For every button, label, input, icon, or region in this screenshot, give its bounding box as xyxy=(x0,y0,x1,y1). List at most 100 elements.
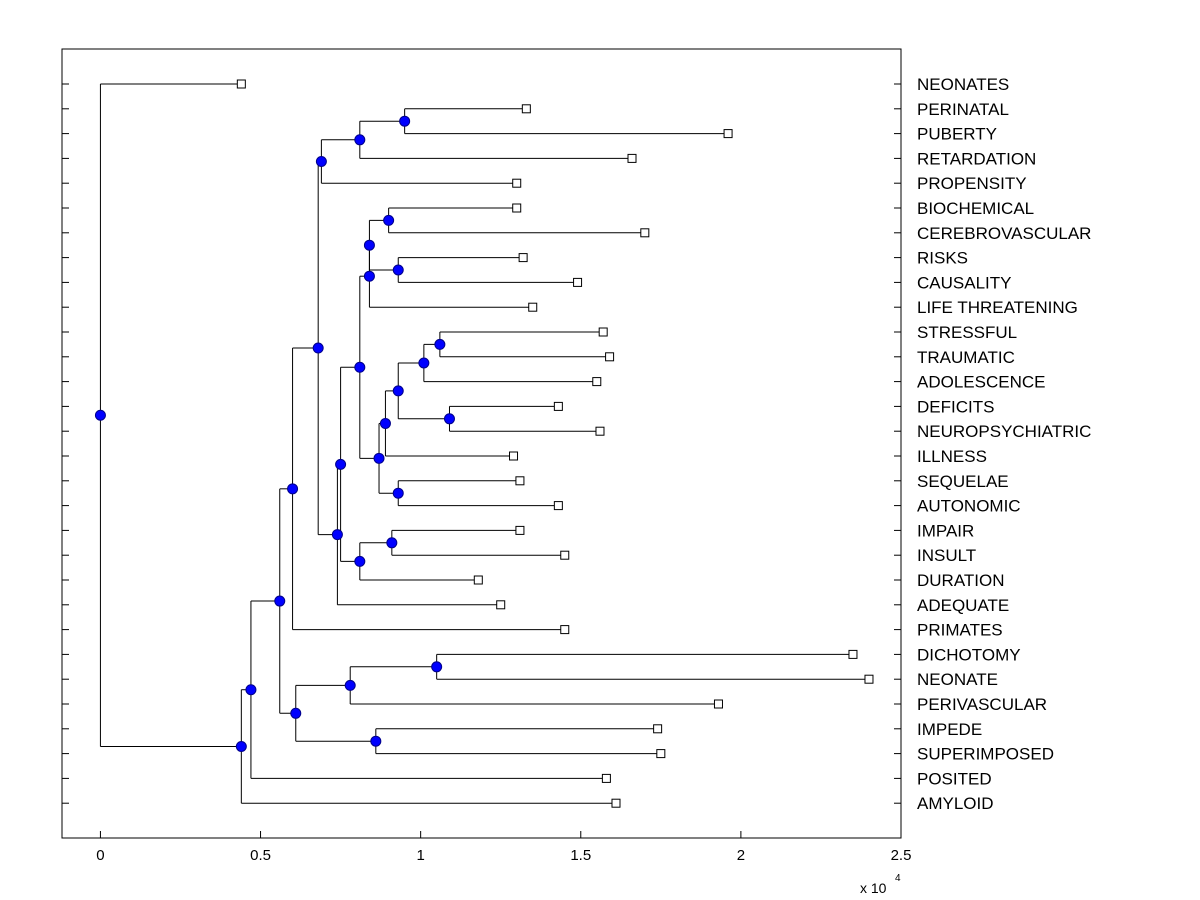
leaf-marker xyxy=(640,228,650,238)
leaf-label: CEREBROVASCULAR xyxy=(917,224,1091,243)
leaf-label: POSITED xyxy=(917,769,992,788)
leaf-marker xyxy=(598,327,608,337)
merge-node xyxy=(354,555,366,567)
x-tick-label: 2.5 xyxy=(891,847,912,864)
leaf-label: CAUSALITY xyxy=(917,273,1011,292)
merge-node xyxy=(399,115,411,127)
merge-node xyxy=(443,413,455,425)
leaf-marker xyxy=(656,749,666,759)
merge-node xyxy=(379,417,391,429)
leaf-markers xyxy=(236,79,874,808)
leaf-marker xyxy=(512,178,522,188)
x-axis-ticks xyxy=(99,831,902,838)
x-tick-label: 2 xyxy=(737,847,745,864)
x-scale-exponent: 4 xyxy=(895,873,901,884)
leaf-marker xyxy=(848,649,858,659)
leaf-label: INSULT xyxy=(917,546,976,565)
merge-node xyxy=(331,529,343,541)
leaf-label: IMPEDE xyxy=(917,720,982,739)
leaf-marker xyxy=(553,401,563,411)
leaf-marker xyxy=(236,79,246,89)
leaf-label: LIFE THREATENING xyxy=(917,298,1078,317)
leaf-label: NEUROPSYCHIATRIC xyxy=(917,422,1091,441)
x-tick-label: 1.5 xyxy=(570,847,591,864)
leaf-marker xyxy=(560,625,570,635)
leaf-label: ADEQUATE xyxy=(917,596,1009,615)
merge-node xyxy=(245,684,257,696)
leaf-label: TRAUMATIC xyxy=(917,348,1015,367)
leaf-label: DURATION xyxy=(917,571,1005,590)
merge-node xyxy=(386,537,398,549)
leaf-label: DICHOTOMY xyxy=(917,645,1021,664)
x-scale-label: x 10 xyxy=(860,880,887,896)
leaf-marker xyxy=(515,476,525,486)
merge-node xyxy=(315,156,327,167)
leaf-marker xyxy=(521,104,531,114)
leaf-marker xyxy=(592,377,602,387)
leaf-label: PERINATAL xyxy=(917,100,1009,119)
merge-node xyxy=(287,483,299,495)
leaf-marker xyxy=(560,550,570,560)
leaf-label: AMYLOID xyxy=(917,794,994,813)
leaf-label: NEONATES xyxy=(917,75,1009,94)
merge-nodes xyxy=(94,115,455,752)
merge-node xyxy=(392,487,404,499)
merge-node xyxy=(354,134,366,146)
merge-node xyxy=(431,661,443,673)
merge-node xyxy=(312,342,324,354)
merge-node xyxy=(235,740,247,752)
leaf-label: ILLNESS xyxy=(917,447,987,466)
leaf-marker xyxy=(723,129,733,139)
leaf-label: RETARDATION xyxy=(917,149,1036,168)
merge-node xyxy=(363,270,375,282)
leaf-marker xyxy=(473,575,483,585)
merge-node xyxy=(94,409,106,421)
leaf-marker xyxy=(864,674,874,684)
leaf-tick-marks xyxy=(62,83,901,804)
leaf-marker xyxy=(653,724,663,734)
leaf-label: RISKS xyxy=(917,249,968,268)
leaf-marker xyxy=(605,352,615,362)
leaf-marker xyxy=(509,451,519,461)
leaf-label: SEQUELAE xyxy=(917,472,1009,491)
merge-node xyxy=(335,458,347,470)
merge-node xyxy=(392,385,404,397)
leaf-marker xyxy=(553,501,563,511)
plot-frame xyxy=(61,48,902,839)
leaf-marker xyxy=(518,253,528,263)
merge-node xyxy=(363,239,375,251)
merge-node xyxy=(370,735,382,747)
leaf-label: PUBERTY xyxy=(917,125,997,144)
leaf-label: PRIMATES xyxy=(917,621,1003,640)
leaf-label: IMPAIR xyxy=(917,521,974,540)
merge-node xyxy=(373,452,385,464)
leaf-marker xyxy=(515,525,525,535)
leaf-labels: NEONATES PERINATAL PUBERTY RETARDATION PROPE… xyxy=(917,75,1091,813)
leaf-marker xyxy=(528,302,538,312)
leaf-marker xyxy=(601,773,611,783)
leaf-label: STRESSFUL xyxy=(917,323,1017,342)
merge-node xyxy=(392,264,404,276)
leaf-label: PROPENSITY xyxy=(917,174,1027,193)
merge-node xyxy=(274,595,286,607)
leaf-label: ADOLESCENCE xyxy=(917,373,1045,392)
leaf-marker xyxy=(496,600,506,610)
leaf-marker xyxy=(611,798,621,808)
merge-node xyxy=(344,679,356,691)
leaf-label: SUPERIMPOSED xyxy=(917,745,1054,764)
leaf-marker xyxy=(573,277,583,287)
merge-node xyxy=(290,707,302,719)
leaf-marker xyxy=(512,203,522,213)
leaf-label: NEONATE xyxy=(917,670,998,689)
x-tick-label: 0.5 xyxy=(250,847,271,864)
leaf-label: PERIVASCULAR xyxy=(917,695,1047,714)
leaf-label: AUTONOMIC xyxy=(917,497,1021,516)
leaf-marker xyxy=(595,426,605,436)
leaf-label: BIOCHEMICAL xyxy=(917,199,1034,218)
x-tick-label: 1 xyxy=(416,847,424,864)
leaf-label: DEFICITS xyxy=(917,397,994,416)
leaf-marker xyxy=(627,153,637,163)
merge-node xyxy=(383,214,395,226)
x-tick-label: 0 xyxy=(96,847,104,864)
